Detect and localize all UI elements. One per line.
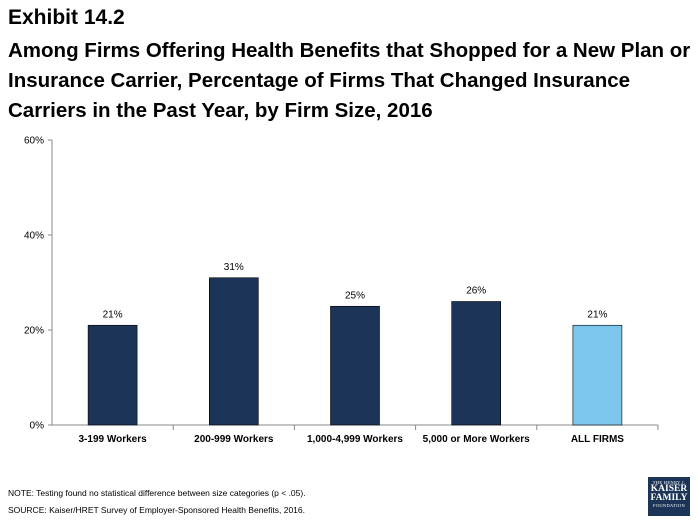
bar bbox=[87, 324, 138, 426]
exhibit-label: Exhibit 14.2 bbox=[8, 6, 125, 29]
chart-title: Among Firms Offering Health Benefits tha… bbox=[8, 39, 691, 122]
bar bbox=[330, 305, 380, 426]
logo-line-3: FAMILY bbox=[650, 493, 688, 503]
y-tick-label: 40% bbox=[24, 231, 44, 242]
y-tick-label: 20% bbox=[24, 326, 44, 337]
data-label: 31% bbox=[224, 262, 244, 273]
data-label: 21% bbox=[587, 309, 607, 320]
bar bbox=[209, 277, 259, 426]
logo-line-4: FOUNDATION bbox=[653, 503, 685, 508]
bar bbox=[572, 324, 623, 426]
category-label: 200-999 Workers bbox=[194, 434, 274, 445]
category-label: ALL FIRMS bbox=[571, 434, 624, 445]
data-label: 25% bbox=[345, 290, 365, 301]
data-label: 21% bbox=[103, 309, 123, 320]
logo-line-2: KAISER bbox=[650, 484, 688, 494]
category-label: 1,000-4,999 Workers bbox=[307, 434, 403, 445]
kff-logo: THE HENRY J. KAISER FAMILY FOUNDATION bbox=[648, 477, 690, 516]
footer-source: SOURCE: Kaiser/HRET Survey of Employer-S… bbox=[8, 505, 306, 515]
category-label: 3-199 Workers bbox=[78, 434, 147, 445]
y-tick-label: 60% bbox=[24, 136, 44, 147]
bar bbox=[451, 301, 502, 426]
footer-note: NOTE: Testing found no statistical diffe… bbox=[8, 488, 306, 498]
logo-line-1: THE HENRY J. bbox=[652, 480, 686, 485]
y-tick-label: 0% bbox=[30, 421, 45, 432]
category-label: 5,000 or More Workers bbox=[423, 434, 531, 445]
data-label: 26% bbox=[466, 286, 486, 297]
